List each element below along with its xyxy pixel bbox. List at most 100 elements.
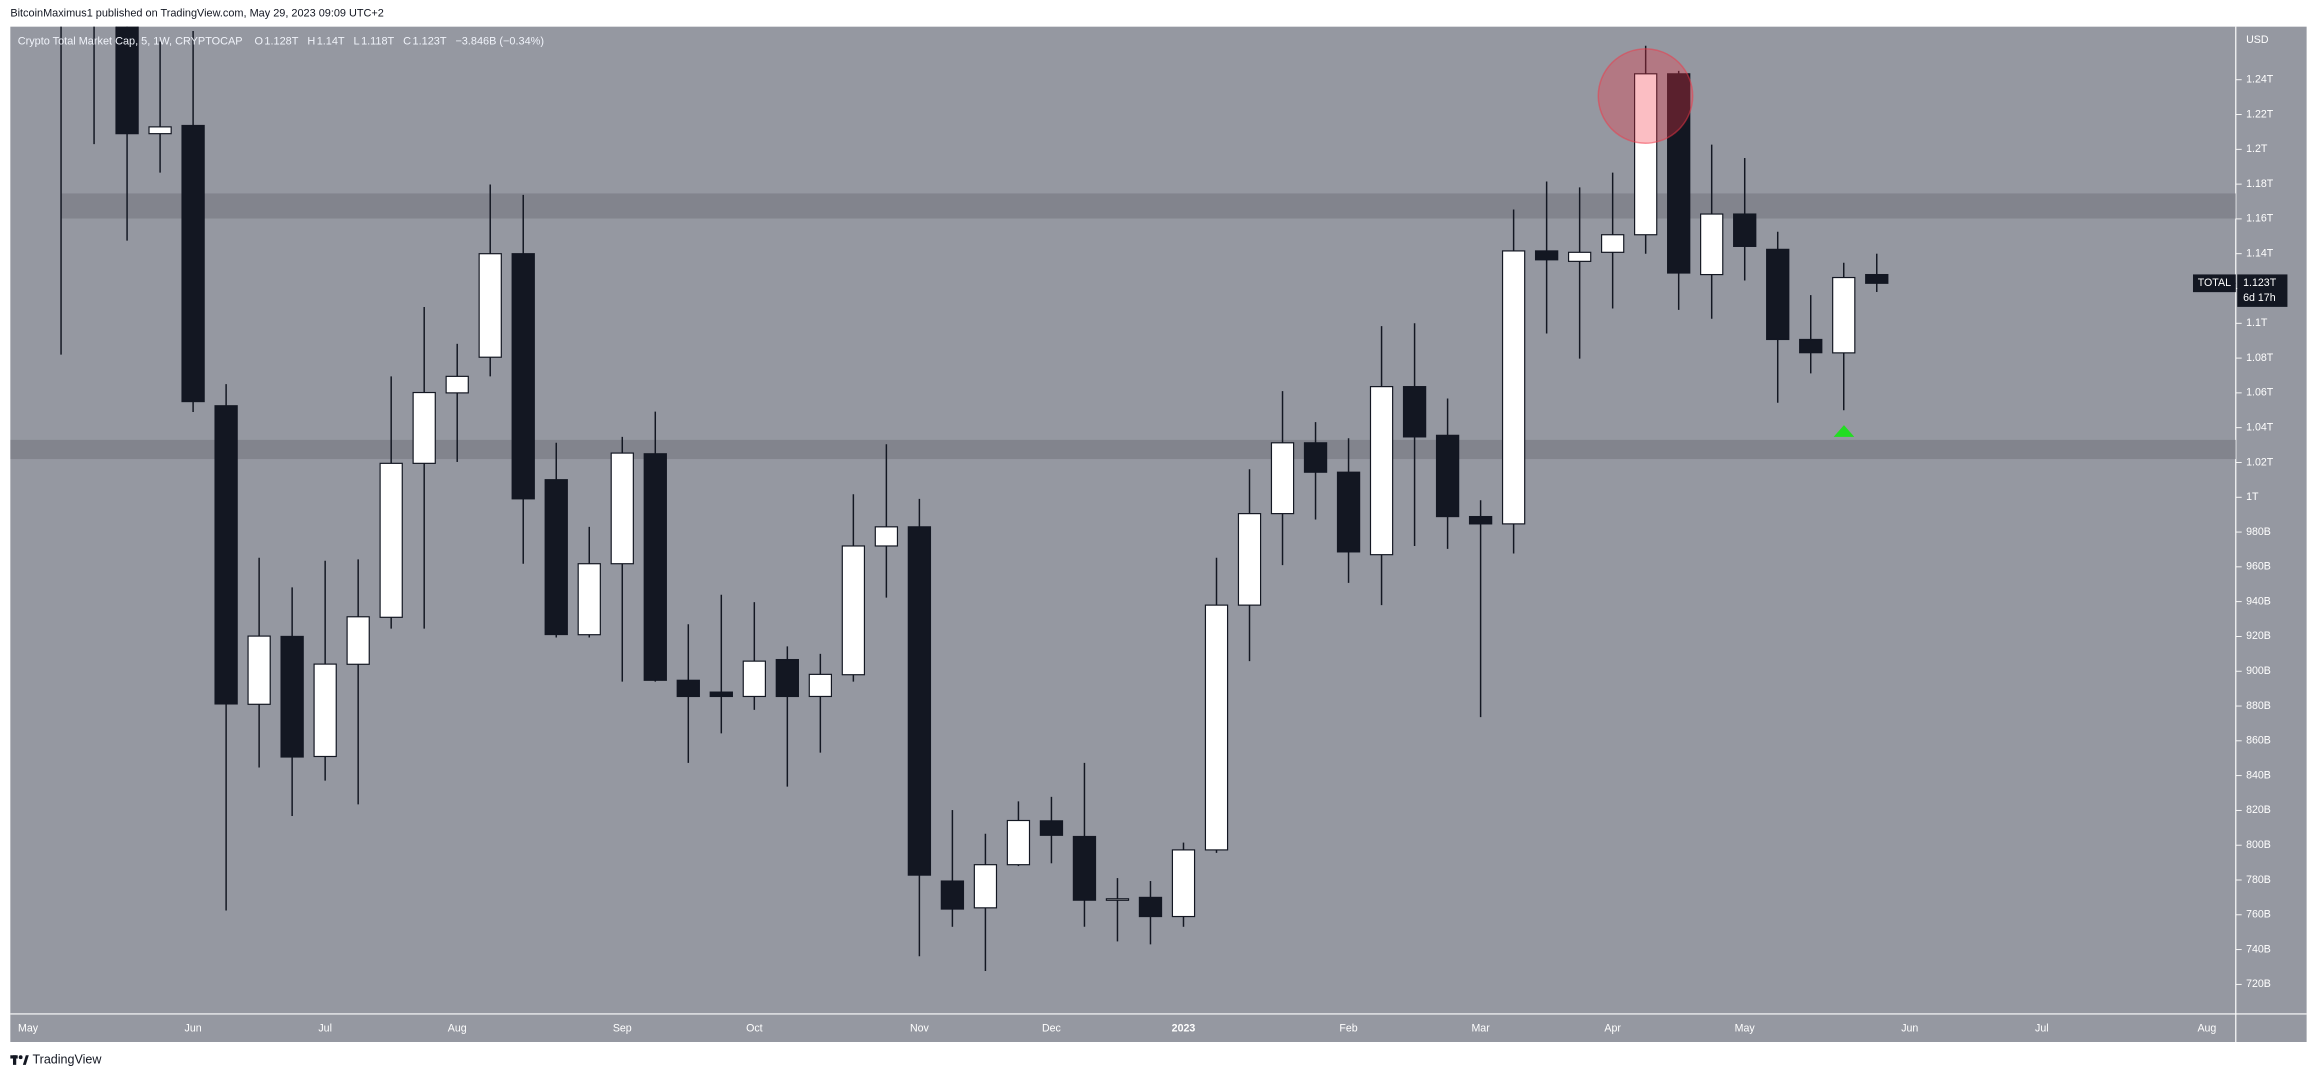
candle-body: [610, 452, 634, 565]
tradingview-logo: [10, 1055, 29, 1065]
y-tick-label: 860B: [2246, 735, 2271, 747]
x-tick-label: Jun: [185, 1023, 202, 1035]
candle-body: [1567, 251, 1592, 262]
candle-body: [412, 391, 436, 464]
candle-body: [1700, 213, 1724, 276]
candle-body: [313, 663, 337, 758]
candle-body: [1766, 248, 1790, 341]
candle-body: [115, 26, 139, 135]
y-tick-label: 780B: [2246, 874, 2271, 886]
candle-body: [1369, 386, 1394, 556]
candle-body: [1039, 820, 1064, 836]
candle-body: [874, 526, 899, 547]
candle-body: [1468, 515, 1493, 525]
legend: Crypto Total Market Cap, 5, 1W, CRYPTOCA…: [18, 35, 544, 47]
legend-title: Crypto Total Market Cap, 5, 1W, CRYPTOCA…: [18, 35, 243, 47]
candle-body: [1204, 604, 1229, 851]
x-tick-label: 2023: [1172, 1023, 1196, 1035]
candle-body: [511, 253, 535, 500]
candle-body: [346, 616, 370, 665]
candle-body: [709, 691, 733, 698]
candle-body: [973, 864, 998, 909]
candle-body: [1600, 234, 1625, 253]
x-tick-label: Aug: [448, 1023, 467, 1035]
price-axis: [2235, 26, 2307, 1014]
candle-body: [1865, 273, 1889, 284]
candle-body: [742, 660, 766, 698]
y-tick-label: 1T: [2246, 491, 2259, 503]
candle-body: [1634, 73, 1658, 236]
x-tick-label: Oct: [746, 1023, 763, 1035]
candle-body: [1237, 513, 1262, 606]
legend-change: −3.846B (−0.34%): [455, 35, 544, 47]
x-tick-label: Mar: [1471, 1023, 1490, 1035]
symbol-tag-text: TOTAL: [2198, 277, 2231, 289]
candle-body: [1006, 819, 1031, 866]
chart-pane: [10, 26, 2236, 1014]
time-axis: [10, 1013, 2307, 1042]
y-unit: USD: [2246, 34, 2269, 46]
candle-body: [1799, 338, 1823, 354]
x-tick-label: Jul: [318, 1023, 332, 1035]
bounce-arrow: [1833, 425, 1855, 437]
candle-body: [214, 405, 238, 705]
support-zone: [10, 439, 2236, 460]
published-note: BitcoinMaximus1 published on TradingView…: [10, 7, 384, 19]
y-tick-label: 1.14T: [2246, 248, 2274, 260]
symbol-tag: [2192, 274, 2236, 293]
x-tick-label: Dec: [1042, 1023, 1062, 1035]
y-tick-label: 720B: [2246, 978, 2271, 990]
y-tick-label: 1.06T: [2246, 387, 2274, 399]
candle-body: [907, 526, 932, 876]
x-tick-label: May: [1735, 1023, 1756, 1035]
x-tick-label: Aug: [2197, 1023, 2216, 1035]
legend-label: L: [354, 35, 360, 47]
y-tick-label: 1.16T: [2246, 213, 2274, 225]
candles: [60, 26, 1889, 971]
y-tick-label: 1.02T: [2246, 456, 2274, 468]
price-tag-value: 1.123T: [2243, 277, 2277, 289]
y-tick-label: 1.18T: [2246, 178, 2274, 190]
x-tick-label: Feb: [1339, 1023, 1357, 1035]
candle-body: [478, 253, 502, 358]
x-tick-label: Jun: [1901, 1023, 1918, 1035]
y-tick-label: 880B: [2246, 700, 2271, 712]
candle-body: [1270, 442, 1295, 515]
legend-label: O: [254, 35, 262, 47]
x-tick-label: May: [18, 1023, 39, 1035]
x-tick-label: Apr: [1604, 1023, 1621, 1035]
candle-body: [1733, 213, 1757, 247]
footer-brand: TradingView: [32, 1053, 102, 1067]
y-tick-label: 820B: [2246, 804, 2271, 816]
candle-body: [1105, 898, 1130, 901]
legend-value: 1.123T: [413, 35, 447, 47]
candle-body: [676, 679, 700, 698]
zones: [10, 193, 2236, 460]
legend-value: 1.118T: [361, 35, 394, 47]
logo-part: [12, 1055, 17, 1065]
y-tick-label: 1.24T: [2246, 74, 2274, 86]
y-tick-label: 1.2T: [2246, 143, 2268, 155]
candle-body: [577, 563, 601, 636]
candle-body: [808, 673, 833, 698]
x-tick-label: Jul: [2035, 1023, 2049, 1035]
y-tick-label: 960B: [2246, 561, 2271, 573]
candle-body: [181, 124, 205, 403]
top-highlight: [1597, 48, 1694, 144]
candle-body: [379, 462, 403, 618]
x-tick-label: Sep: [613, 1023, 632, 1035]
candle-body: [841, 545, 866, 676]
x-tick-label: Nov: [910, 1023, 930, 1035]
y-tick-label: 800B: [2246, 839, 2271, 851]
y-tick-label: 740B: [2246, 943, 2271, 955]
candle-body: [445, 375, 469, 394]
y-tick-label: 840B: [2246, 769, 2271, 781]
candle-body: [1336, 471, 1361, 553]
legend-value: 1.128T: [264, 35, 298, 47]
legend-label: H: [307, 35, 315, 47]
y-tick-label: 940B: [2246, 595, 2271, 607]
y-tick-label: 1.04T: [2246, 421, 2274, 433]
price-tag: [2237, 274, 2288, 307]
candle-body: [1303, 442, 1328, 473]
resistance-zone: [60, 193, 2236, 219]
